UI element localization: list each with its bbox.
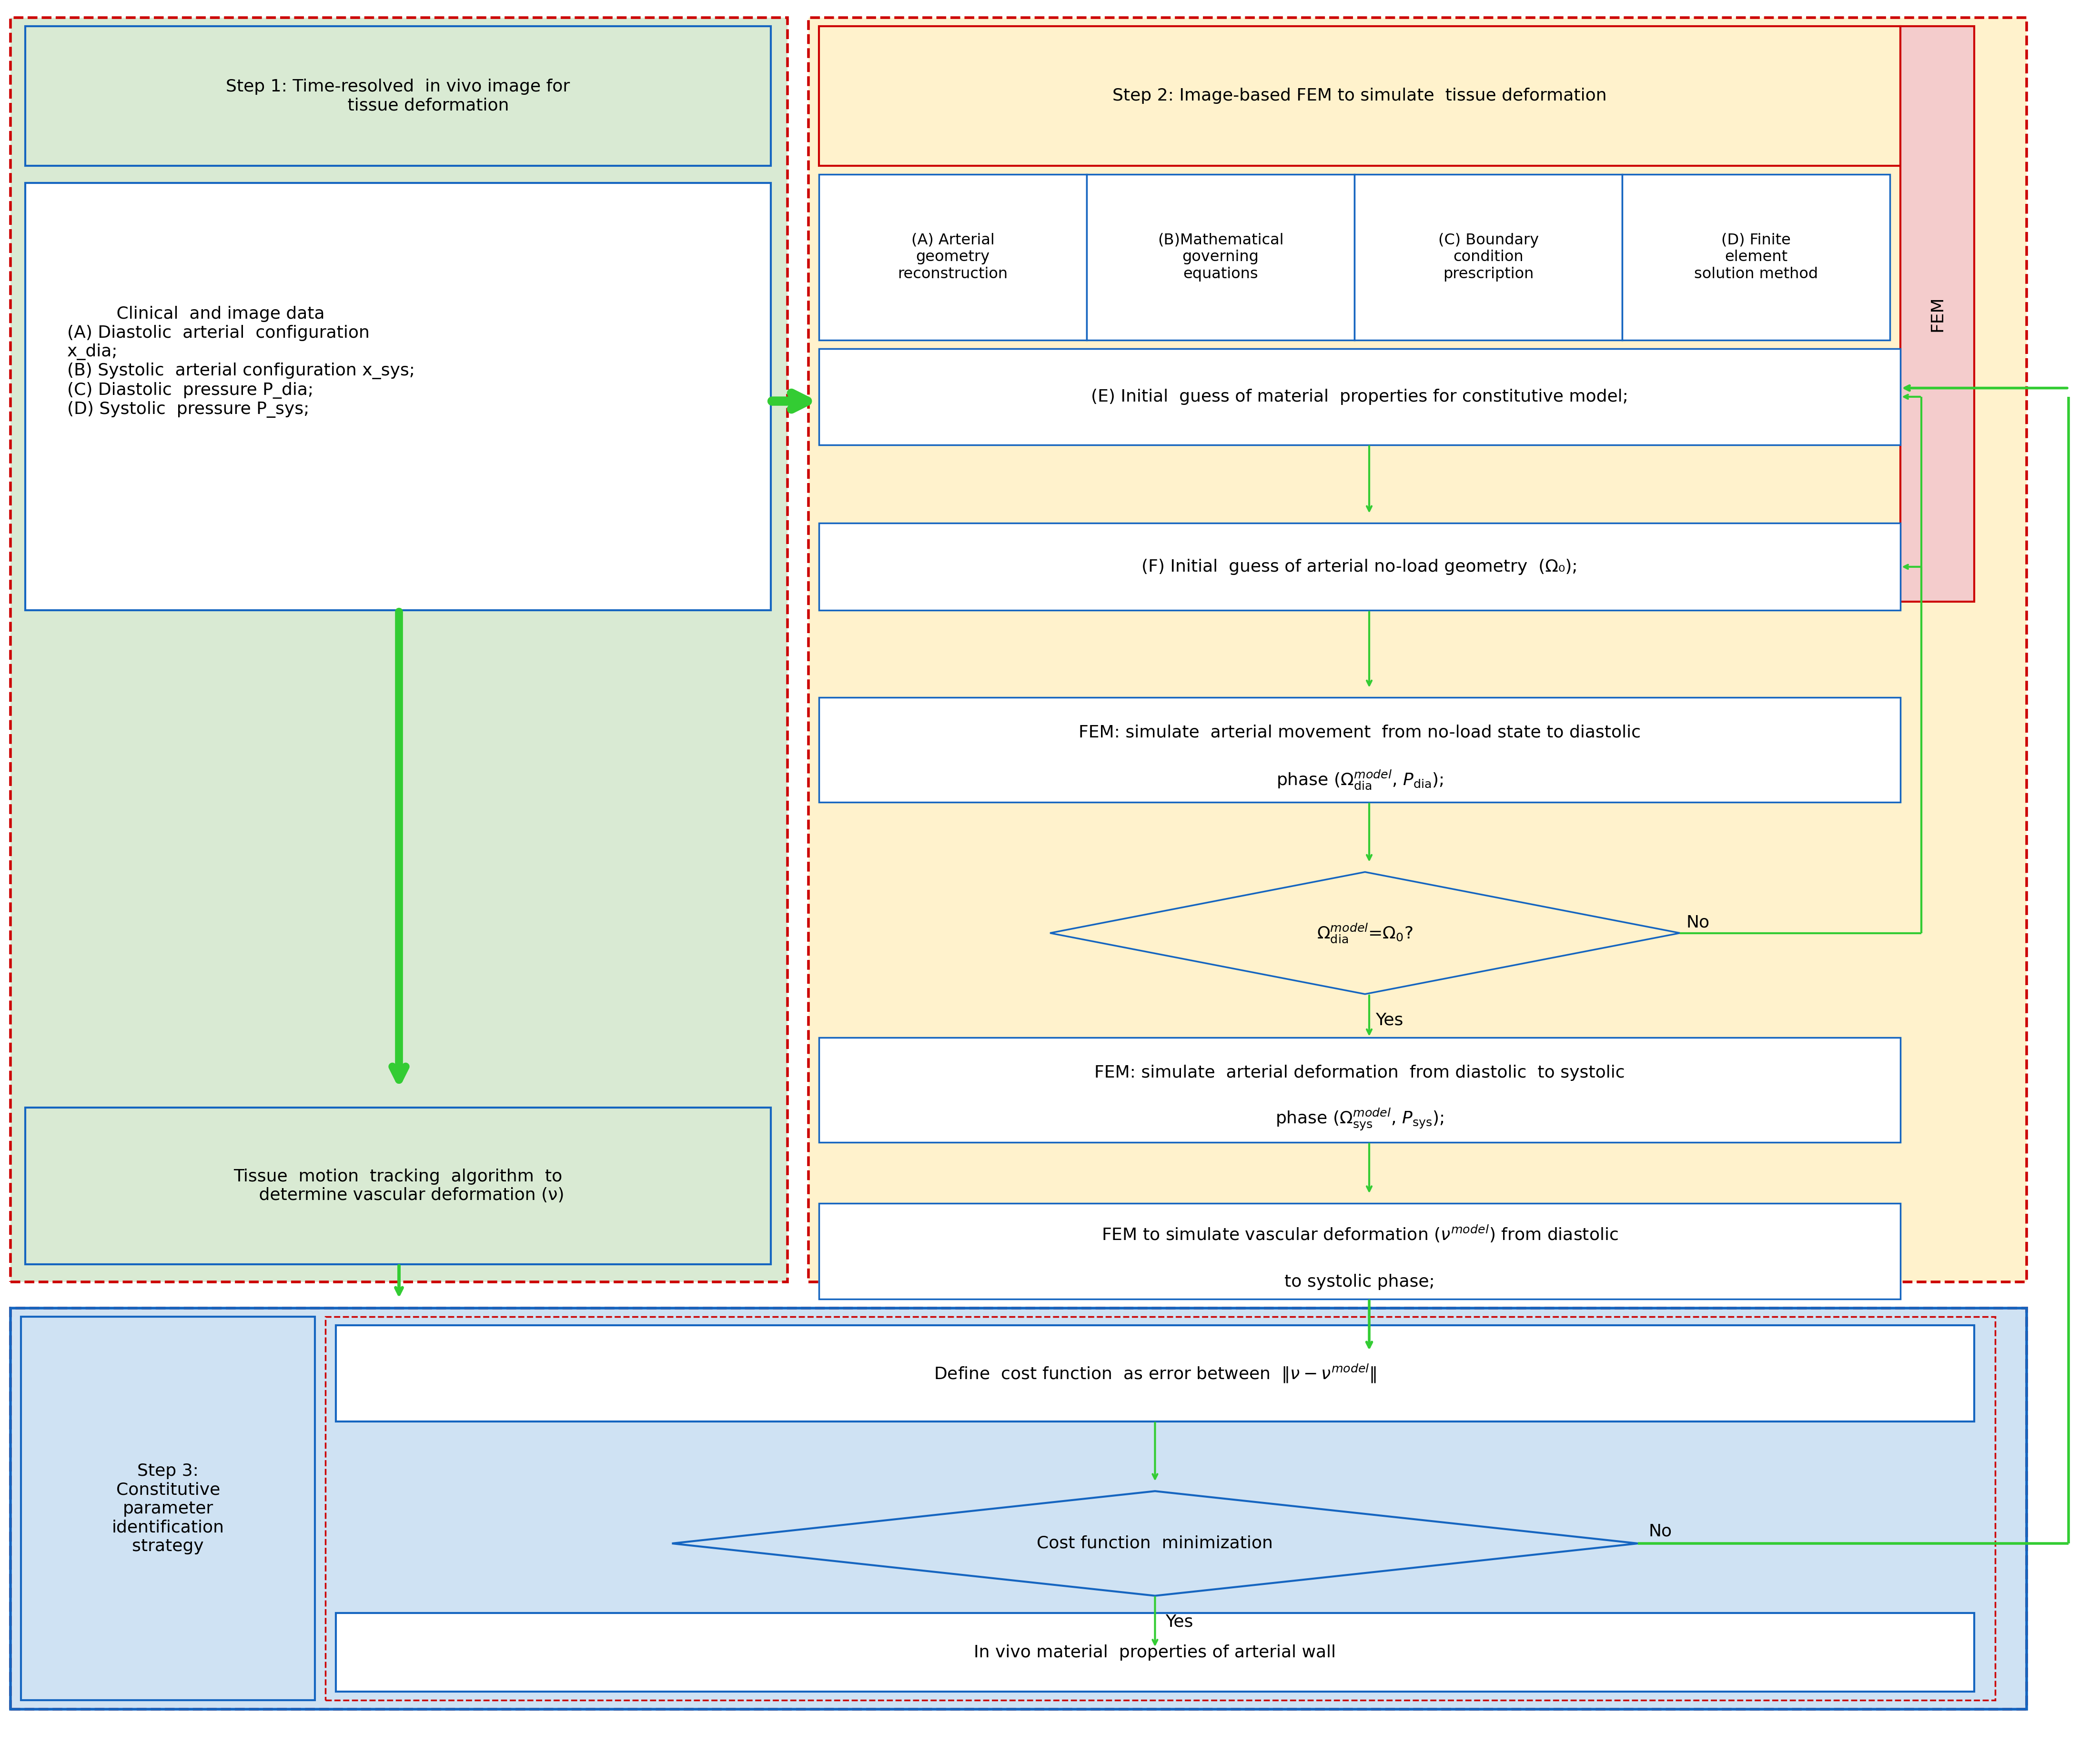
Text: Yes: Yes (1166, 1613, 1193, 1631)
Bar (1088, 174, 1354, 340)
Text: (A) Arterial
geometry
reconstruction: (A) Arterial geometry reconstruction (899, 232, 1008, 283)
Text: (D) Finite
element
solution method: (D) Finite element solution method (1695, 232, 1819, 283)
Polygon shape (1050, 872, 1680, 994)
Bar (25, 183, 771, 610)
Text: FEM: simulate  arterial deformation  from diastolic  to systolic: FEM: simulate arterial deformation from … (1094, 1064, 1625, 1081)
Text: Step 1: Time-resolved  in vivo image for
           tissue deformation: Step 1: Time-resolved in vivo image for … (227, 78, 569, 113)
Bar (25, 1107, 771, 1264)
Bar (10, 17, 788, 1282)
Text: to systolic phase;: to systolic phase; (1285, 1273, 1434, 1291)
Bar (336, 1325, 1974, 1421)
Bar (819, 26, 1900, 166)
Text: (F) Initial  guess of arterial no-load geometry  (Ω₀);: (F) Initial guess of arterial no-load ge… (1142, 558, 1577, 576)
Text: Step 2: Image-based FEM to simulate  tissue deformation: Step 2: Image-based FEM to simulate tiss… (1113, 87, 1606, 105)
Bar (819, 523, 1900, 610)
Bar (819, 174, 1088, 340)
Text: FEM to simulate vascular deformation ($\nu^{\it model}$) from diastolic: FEM to simulate vascular deformation ($\… (1100, 1224, 1619, 1243)
Bar (819, 698, 1900, 802)
Bar (1621, 174, 1890, 340)
Text: Step 3:
Constitutive
parameter
identification
strategy: Step 3: Constitutive parameter identific… (111, 1463, 225, 1554)
Text: (E) Initial  guess of material  properties for constitutive model;: (E) Initial guess of material properties… (1092, 389, 1627, 405)
Bar (808, 17, 2026, 1282)
Text: FEM: simulate  arterial movement  from no-load state to diastolic: FEM: simulate arterial movement from no-… (1079, 724, 1640, 741)
Text: In vivo material  properties of arterial wall: In vivo material properties of arterial … (974, 1645, 1336, 1660)
Text: $\Omega_{\rm dia}^{\it model}$=$\Omega_0$?: $\Omega_{\rm dia}^{\it model}$=$\Omega_0… (1317, 923, 1413, 944)
Bar (819, 1203, 1900, 1299)
Bar (25, 26, 771, 166)
Bar (336, 1613, 1974, 1692)
Polygon shape (672, 1491, 1638, 1596)
Bar (1900, 26, 1974, 602)
Text: (B)Mathematical
governing
equations: (B)Mathematical governing equations (1157, 232, 1283, 283)
Bar (326, 1317, 1995, 1700)
Text: (C) Boundary
condition
prescription: (C) Boundary condition prescription (1438, 232, 1539, 283)
Text: Tissue  motion  tracking  algorithm  to
     determine vascular deformation (ν): Tissue motion tracking algorithm to dete… (231, 1168, 565, 1203)
Text: Define  cost function  as error between  $\|\nu - \nu^{\it model}\|$: Define cost function as error between $\… (934, 1362, 1375, 1385)
Bar (819, 1038, 1900, 1142)
Bar (1354, 174, 1621, 340)
Bar (10, 1308, 2026, 1709)
Bar (10, 1308, 2026, 1709)
Text: No: No (1686, 914, 1709, 931)
Text: Clinical  and image data
(A) Diastolic  arterial  configuration
x_dia;
(B) Systo: Clinical and image data (A) Diastolic ar… (67, 305, 416, 419)
Text: No: No (1648, 1523, 1672, 1540)
Text: Yes: Yes (1376, 1012, 1403, 1029)
Text: phase ($\Omega_{\rm dia}^{\it model}$, $P_{\rm dia}$);: phase ($\Omega_{\rm dia}^{\it model}$, $… (1277, 769, 1443, 790)
Text: FEM: FEM (1930, 296, 1945, 331)
Bar (819, 349, 1900, 445)
Text: Cost function  minimization: Cost function minimization (1037, 1535, 1273, 1552)
Bar (21, 1317, 315, 1700)
Text: phase ($\Omega_{\rm sys}^{\it model}$, $P_{\rm sys}$);: phase ($\Omega_{\rm sys}^{\it model}$, $… (1275, 1107, 1445, 1132)
